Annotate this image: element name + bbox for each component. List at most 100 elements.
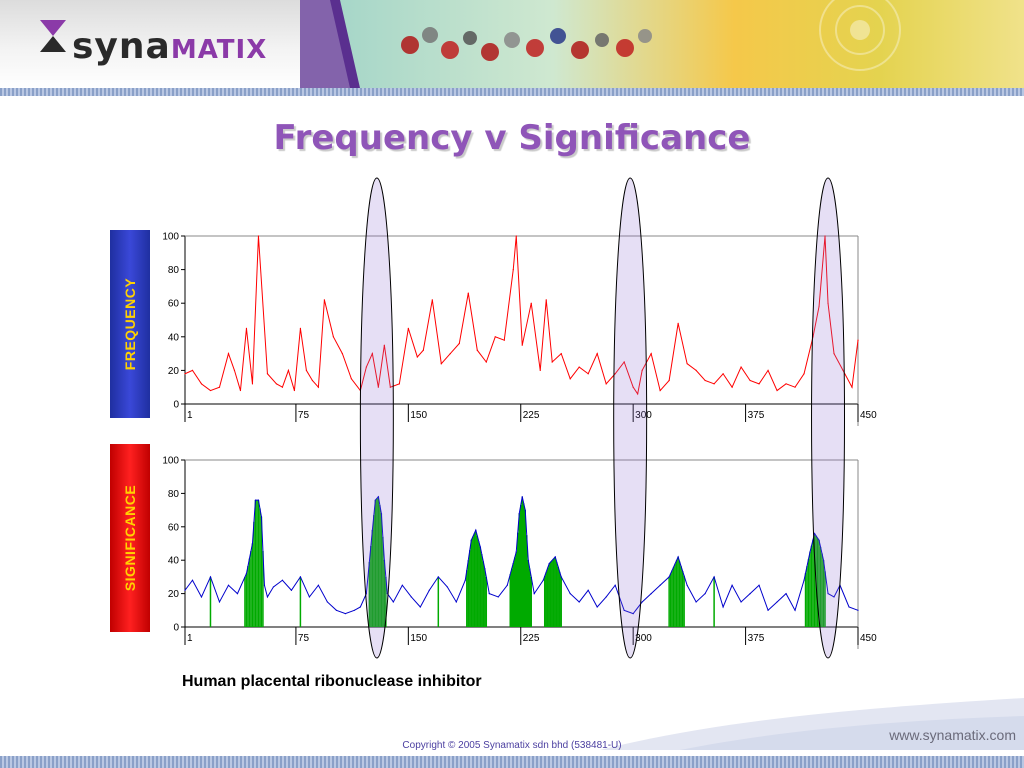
significance-data-point: [614, 584, 616, 586]
frequency-data-point: [794, 386, 796, 388]
header-banner: synaMATIX: [0, 0, 1024, 88]
significance-label-bar: SIGNIFICANCE: [110, 444, 150, 632]
significance-data-point: [809, 551, 811, 553]
significance-y-tick-label: 100: [162, 456, 179, 467]
frequency-data-point: [551, 361, 553, 363]
chart-caption: Human placental ribonuclease inhibitor: [182, 673, 482, 690]
significance-data-point: [560, 576, 562, 578]
frequency-data-point: [632, 386, 634, 388]
significance-data-point: [818, 539, 820, 541]
significance-data-point: [794, 609, 796, 611]
significance-data-point: [623, 609, 625, 611]
frequency-data-point: [251, 383, 254, 385]
frequency-data-point: [323, 299, 325, 301]
significance-x-tick-label: 375: [748, 633, 765, 644]
frequency-data-point: [257, 235, 260, 237]
significance-data-point: [383, 559, 385, 561]
frequency-data-point: [281, 386, 284, 388]
hourglass-logo-icon: [40, 20, 66, 52]
frequency-x-tick-label: 450: [860, 410, 877, 421]
significance-data-point: [813, 532, 816, 535]
frequency-data-point: [614, 373, 616, 375]
frequency-data-point: [209, 389, 212, 392]
frequency-data-point: [287, 369, 290, 371]
frequency-data-point: [833, 353, 835, 355]
significance-data-point: [497, 596, 499, 598]
frequency-data-point: [233, 369, 236, 371]
frequency-data-point: [677, 322, 679, 324]
significance-data-point: [650, 593, 652, 595]
frequency-label-bar: FREQUENCY: [110, 230, 150, 418]
frequency-data-point: [494, 336, 496, 338]
frequency-data-point: [275, 383, 278, 385]
significance-series-line: [184, 495, 859, 615]
significance-data-point: [533, 593, 535, 595]
significance-data-point: [401, 584, 403, 586]
frequency-data-point: [365, 366, 367, 368]
significance-data-point: [227, 584, 230, 586]
significance-data-point: [605, 596, 607, 598]
frequency-y-tick-label: 80: [168, 265, 180, 276]
significance-data-point: [524, 509, 526, 511]
significance-data-point: [184, 589, 186, 591]
frequency-data-point: [827, 302, 829, 304]
frequency-data-point: [485, 361, 487, 363]
significance-x-tick-label: 75: [298, 633, 310, 644]
frequency-data-point: [476, 349, 478, 351]
significance-data-point: [578, 601, 580, 603]
footer-url[interactable]: www.synamatix.com: [889, 727, 1016, 743]
frequency-data-point: [184, 373, 186, 375]
frequency-data-point: [389, 386, 391, 388]
significance-data-point: [455, 601, 457, 603]
frequency-data-point: [785, 383, 787, 385]
significance-data-point: [470, 539, 472, 541]
significance-y-tick-label: 80: [168, 489, 180, 500]
significance-data-point: [677, 556, 679, 558]
significance-data-point: [464, 579, 466, 581]
frequency-data-point: [587, 373, 589, 375]
significance-data-point: [506, 584, 508, 586]
significance-data-point: [236, 593, 239, 595]
significance-data-point: [281, 579, 284, 581]
significance-data-point: [299, 576, 302, 578]
significance-data-point: [803, 579, 805, 581]
significance-data-point: [731, 584, 733, 586]
significance-data-point: [659, 584, 661, 586]
significance-data-point: [767, 609, 769, 611]
frequency-y-tick-label: 60: [168, 299, 180, 310]
slide-title: Frequency v Significance: [273, 118, 751, 158]
frequency-x-tick-label: 150: [410, 410, 427, 421]
frequency-data-point: [686, 363, 688, 365]
frequency-data-point: [371, 353, 373, 355]
frequency-data-point: [668, 379, 670, 382]
significance-data-point: [359, 606, 361, 608]
significance-data-point: [527, 559, 529, 561]
frequency-data-point: [818, 305, 820, 308]
significance-data-point: [437, 576, 439, 578]
significance-data-point: [722, 606, 724, 608]
frequency-data-point: [218, 386, 221, 388]
header-stripe: [0, 88, 1024, 96]
significance-data-point: [740, 601, 742, 603]
frequency-data-point: [467, 292, 469, 294]
significance-data-point: [335, 609, 337, 611]
significance-data-point: [515, 551, 517, 553]
significance-data-point: [353, 609, 355, 611]
frequency-data-point: [239, 389, 242, 392]
frequency-data-point: [266, 373, 269, 375]
significance-data-point: [518, 512, 520, 515]
brand-logo-suffix: MATIX: [170, 35, 268, 65]
frequency-data-point: [605, 383, 607, 385]
significance-x-tick-label: 450: [860, 633, 877, 644]
significance-x-tick-label: 300: [635, 633, 652, 644]
frequency-data-point: [293, 389, 296, 392]
frequency-data-point: [422, 349, 424, 351]
frequency-data-point: [440, 363, 442, 365]
significance-data-point: [587, 589, 589, 591]
frequency-x-tick-label: 1: [187, 410, 193, 421]
significance-data-point: [251, 542, 254, 545]
frequency-data-point: [449, 353, 451, 355]
significance-data-point: [554, 556, 556, 558]
significance-data-point: [833, 596, 835, 598]
significance-y-tick-label: 0: [173, 623, 179, 634]
